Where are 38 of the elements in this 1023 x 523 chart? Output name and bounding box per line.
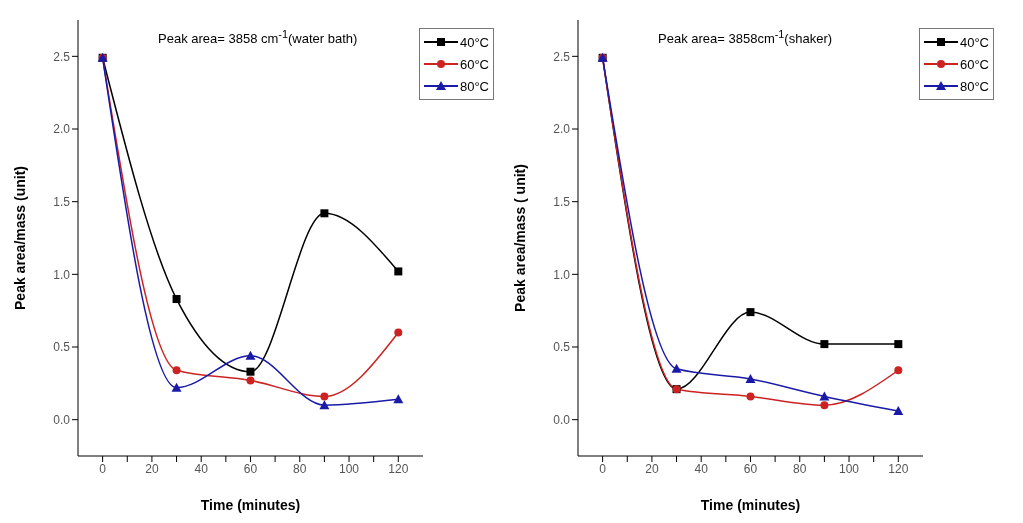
x-tick-label: 60 bbox=[243, 461, 258, 476]
y-tick-label: 2.5 bbox=[553, 49, 571, 64]
y-tick-label: 1.0 bbox=[53, 267, 71, 282]
legend-label: 80°C bbox=[959, 78, 989, 94]
y-axis-title: Peak area/mass ( unit) bbox=[511, 164, 528, 312]
x-axis-title: Time (minutes) bbox=[700, 497, 801, 513]
x-tick-label: 0 bbox=[599, 461, 607, 476]
y-tick-label: 0.5 bbox=[553, 340, 571, 355]
legend-label: 40°C bbox=[459, 34, 489, 50]
x-tick-label: 60 bbox=[743, 461, 758, 476]
x-tick-label: 40 bbox=[694, 461, 709, 476]
x-tick-label: 120 bbox=[388, 461, 409, 476]
x-tick-label: 0 bbox=[99, 461, 107, 476]
annotation: Peak area= 3858 cm$^{-1}$(water bath) bbox=[158, 28, 358, 47]
y-tick-label: 2.0 bbox=[53, 122, 71, 137]
x-tick-label: 40 bbox=[194, 461, 209, 476]
x-axis-title: Time (minutes) bbox=[200, 497, 301, 513]
x-tick-label: 100 bbox=[339, 461, 360, 476]
legend-label: 60°C bbox=[459, 56, 489, 72]
y-tick-label: 0.0 bbox=[53, 412, 71, 427]
legend-label: 40°C bbox=[959, 34, 989, 50]
x-tick-label: 100 bbox=[839, 461, 860, 476]
y-tick-label: 0.5 bbox=[53, 340, 71, 355]
y-axis-title: Peak area/mass (unit) bbox=[11, 166, 28, 310]
y-tick-label: 2.0 bbox=[553, 122, 571, 137]
y-tick-label: 0.0 bbox=[553, 412, 571, 427]
legend-label: 80°C bbox=[459, 78, 489, 94]
legend-label: 60°C bbox=[959, 56, 989, 72]
x-tick-label: 20 bbox=[645, 461, 659, 476]
x-tick-label: 80 bbox=[793, 461, 807, 476]
y-tick-label: 2.5 bbox=[53, 49, 71, 64]
x-tick-label: 120 bbox=[888, 461, 909, 476]
annotation: Peak area= 3858cm$^{-1}$(shaker) bbox=[658, 28, 833, 47]
y-tick-label: 1.5 bbox=[553, 194, 571, 209]
y-tick-label: 1.0 bbox=[553, 267, 571, 282]
x-tick-label: 80 bbox=[293, 461, 307, 476]
y-tick-label: 1.5 bbox=[53, 194, 71, 209]
x-tick-label: 20 bbox=[145, 461, 159, 476]
